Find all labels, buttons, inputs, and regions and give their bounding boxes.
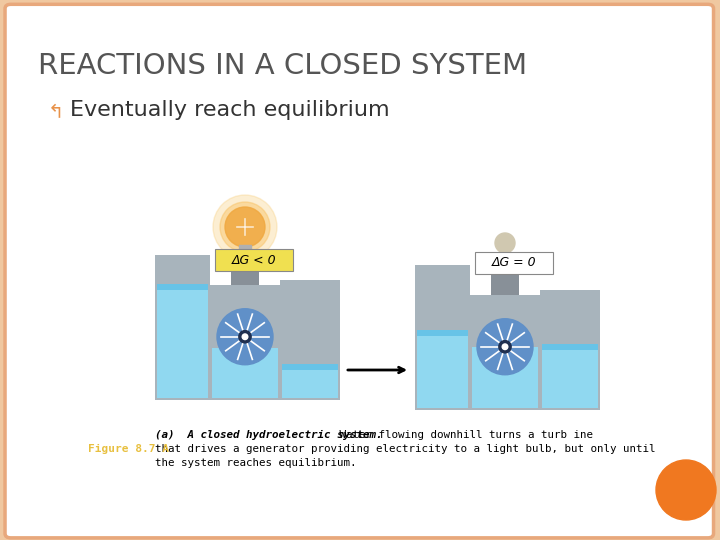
Bar [212,348,278,398]
Text: the system reaches equilibrium.: the system reaches equilibrium. [155,458,356,468]
Text: REACTIONS IN A CLOSED SYSTEM: REACTIONS IN A CLOSED SYSTEM [38,52,527,80]
Circle shape [242,334,248,340]
Text: Eventually reach equilibrium: Eventually reach equilibrium [70,100,390,120]
Bar [210,285,280,400]
Circle shape [225,207,265,247]
Bar [215,249,293,271]
Bar [491,265,519,295]
Bar [239,245,251,257]
Bar [280,280,340,400]
Bar [157,284,208,290]
Bar [542,344,598,408]
Bar [502,251,508,261]
Circle shape [499,341,511,353]
Text: ΔG = 0: ΔG = 0 [492,256,536,269]
Circle shape [656,460,716,520]
Circle shape [220,202,270,252]
Text: that drives a generator providing electricity to a light bulb, but only until: that drives a generator providing electr… [155,444,655,454]
Bar [282,364,338,398]
Bar [470,295,540,410]
Circle shape [213,195,277,259]
Text: ↰: ↰ [48,103,64,122]
Circle shape [495,233,515,253]
Bar [155,255,210,400]
Circle shape [477,319,533,375]
Bar [540,290,600,410]
Text: Water flowing downhill turns a turb ine: Water flowing downhill turns a turb ine [333,430,593,440]
Bar [472,347,538,408]
Text: Figure 8.7 A: Figure 8.7 A [88,444,169,454]
Circle shape [217,309,273,365]
Circle shape [239,330,251,343]
Bar [231,255,259,285]
Bar [282,364,338,370]
Bar [157,284,208,398]
Circle shape [503,344,508,349]
Text: (a)  A closed hydroelectric system.: (a) A closed hydroelectric system. [155,430,382,440]
Bar [415,265,470,410]
Bar [417,330,468,336]
Bar [475,252,553,274]
Bar [542,344,598,350]
Text: ΔG < 0: ΔG < 0 [232,253,276,267]
Bar [417,330,468,408]
